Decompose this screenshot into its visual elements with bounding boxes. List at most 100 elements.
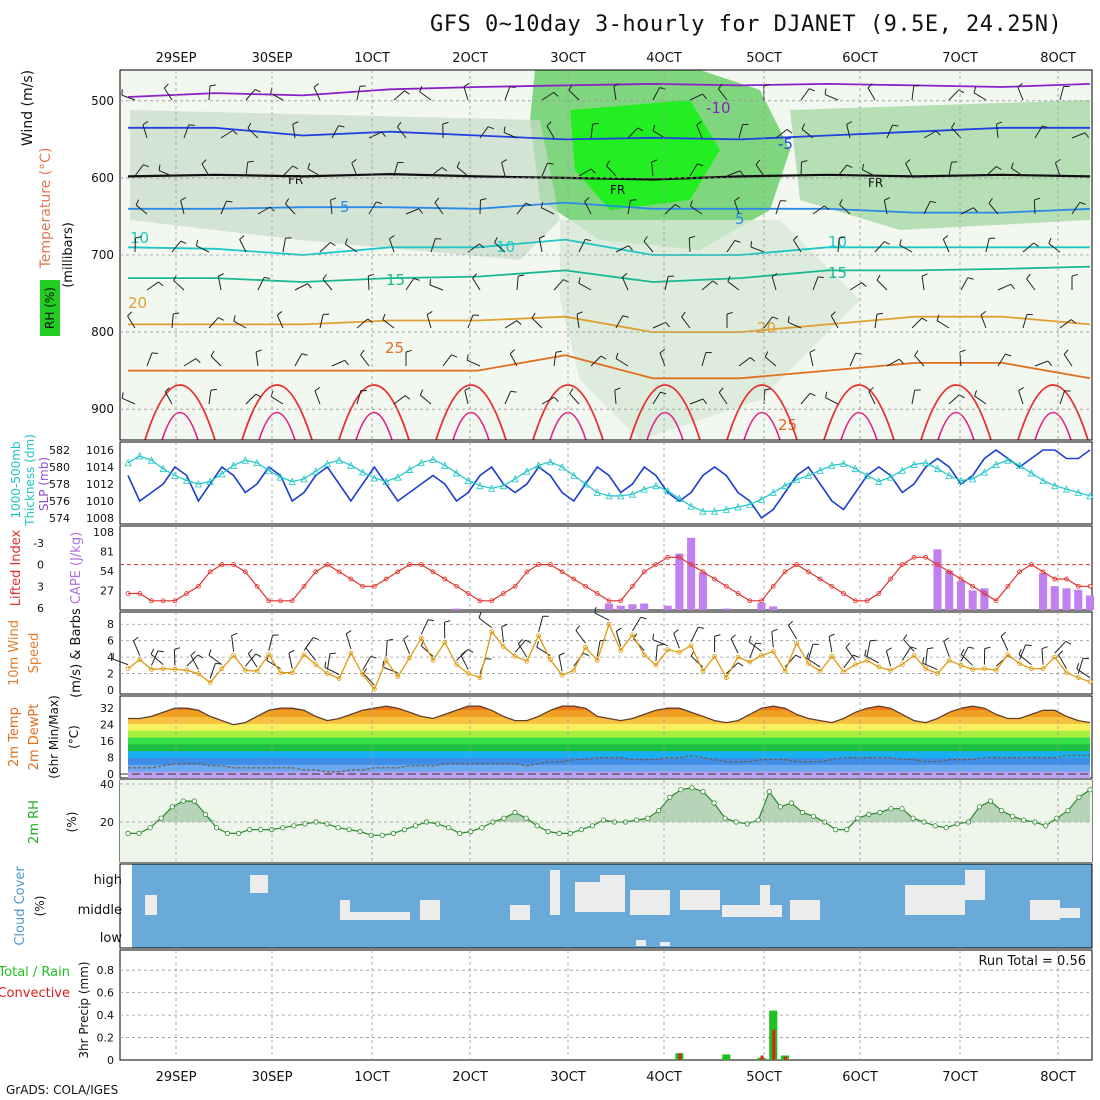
wind-barb	[755, 164, 765, 177]
wind-barb	[578, 239, 586, 253]
wind-barb	[1034, 197, 1041, 201]
wind-barb	[531, 312, 536, 319]
thickness-marker	[147, 456, 156, 464]
wind-barb	[763, 316, 773, 329]
wind10-speed-marker	[712, 653, 717, 659]
temp-color-band	[128, 723, 1090, 731]
contour-label: 15	[828, 264, 847, 282]
isotherm--10	[127, 82, 1091, 98]
wind-barb	[951, 127, 962, 139]
wind-barb	[652, 130, 666, 139]
cape-bar	[616, 605, 625, 610]
wind-barb	[948, 394, 960, 405]
wind10-speed-marker	[1005, 652, 1011, 658]
wind-barb	[997, 283, 1011, 291]
wind-barb	[146, 281, 159, 291]
cloud-block	[630, 890, 670, 915]
thickness-tick: 574	[49, 512, 70, 525]
lifted-index-marker	[888, 576, 893, 582]
rh-shade-mid	[130, 110, 560, 260]
rh2m-marker	[810, 813, 817, 819]
date-label-bottom: 1OCT	[354, 1070, 390, 1085]
wind-barb	[163, 87, 173, 101]
cape-bar	[1050, 586, 1059, 610]
wind10-barb	[866, 640, 871, 657]
wind10-barb	[444, 620, 451, 623]
contour-label: 25	[778, 416, 797, 434]
rh2m-marker	[932, 823, 938, 829]
thickness-marker	[136, 452, 144, 460]
slp-tick: 1014	[86, 461, 114, 474]
lifted-index-marker	[653, 562, 659, 567]
rh2m-marker	[1043, 823, 1049, 829]
lifted-index-marker	[172, 598, 178, 604]
wind-barb	[173, 280, 185, 291]
wind10-speed-marker	[958, 662, 964, 668]
wind-barb	[510, 390, 517, 393]
cloud-block	[350, 912, 410, 920]
wind-barb	[702, 398, 708, 405]
wind10-speed-marker	[1028, 666, 1034, 672]
lifted-index-marker	[266, 598, 272, 604]
wind10-barb	[1076, 668, 1091, 679]
thickness-marker	[488, 484, 496, 492]
rh2m-marker	[1087, 787, 1093, 793]
wind-barb	[171, 240, 182, 253]
cape-bar	[956, 581, 966, 610]
wind-barb	[614, 387, 621, 391]
wind-barb	[208, 85, 211, 101]
wind10-barb	[1058, 650, 1064, 656]
thickness-marker	[229, 461, 238, 469]
wind10-barb	[788, 625, 798, 640]
lifted-index-marker	[383, 576, 389, 582]
slp-tick: 1010	[86, 495, 114, 508]
wind-barb	[294, 353, 303, 367]
wind10-barb	[150, 653, 164, 665]
lifted-index-marker	[1052, 576, 1058, 582]
wind-barb	[546, 125, 555, 139]
rh2m-marker	[777, 804, 783, 810]
slp-axis-label: SLP (mb)	[37, 457, 51, 511]
wind10-barb	[575, 625, 580, 631]
wind-barb	[717, 83, 723, 90]
wind-barb	[488, 126, 495, 130]
thickness-marker	[945, 471, 953, 479]
lifted-index-marker	[231, 562, 236, 567]
wind-barb	[846, 164, 853, 169]
wind10-speed-marker	[489, 629, 495, 635]
wind-barb	[1033, 199, 1036, 215]
lifted-index-marker	[325, 562, 330, 567]
wind10-speed-marker	[618, 648, 624, 653]
wind-barb	[538, 238, 543, 253]
wind10-speed-marker	[888, 667, 893, 673]
lifted-index-marker	[1064, 576, 1069, 582]
wind-barb	[689, 398, 704, 405]
wind10-speed-marker	[970, 667, 976, 672]
wind-barb	[419, 85, 423, 92]
wind10-barb	[652, 639, 668, 647]
wind10-speed-marker	[184, 667, 190, 673]
thickness-marker	[570, 471, 578, 479]
wind10-speed-marker	[501, 644, 506, 649]
wind-barb	[592, 122, 599, 125]
lifted-index-marker	[841, 591, 847, 596]
surface-isotherm	[435, 384, 507, 441]
chart-title: GFS 0~10day 3-hourly for DJANET (9.5E, 2…	[430, 12, 1063, 37]
wind10-tick: 6	[107, 635, 114, 648]
wind-barb	[936, 320, 950, 329]
wind-barb	[787, 316, 790, 323]
wind-barb	[494, 242, 506, 253]
wind10-speed-marker	[1040, 666, 1046, 672]
wind-barb	[985, 166, 997, 177]
lifted-index-marker	[395, 569, 401, 575]
wind10-barb	[673, 629, 679, 634]
wind-barb	[135, 204, 148, 215]
thickness-marker	[980, 468, 989, 476]
wind10-barb	[583, 652, 589, 656]
wind-barb	[183, 358, 197, 367]
isotherm-10	[127, 238, 1090, 256]
wind-barb	[264, 276, 271, 280]
cape-bar	[1062, 588, 1071, 610]
rh2m-marker	[1065, 807, 1071, 814]
wind-barb	[855, 352, 862, 355]
